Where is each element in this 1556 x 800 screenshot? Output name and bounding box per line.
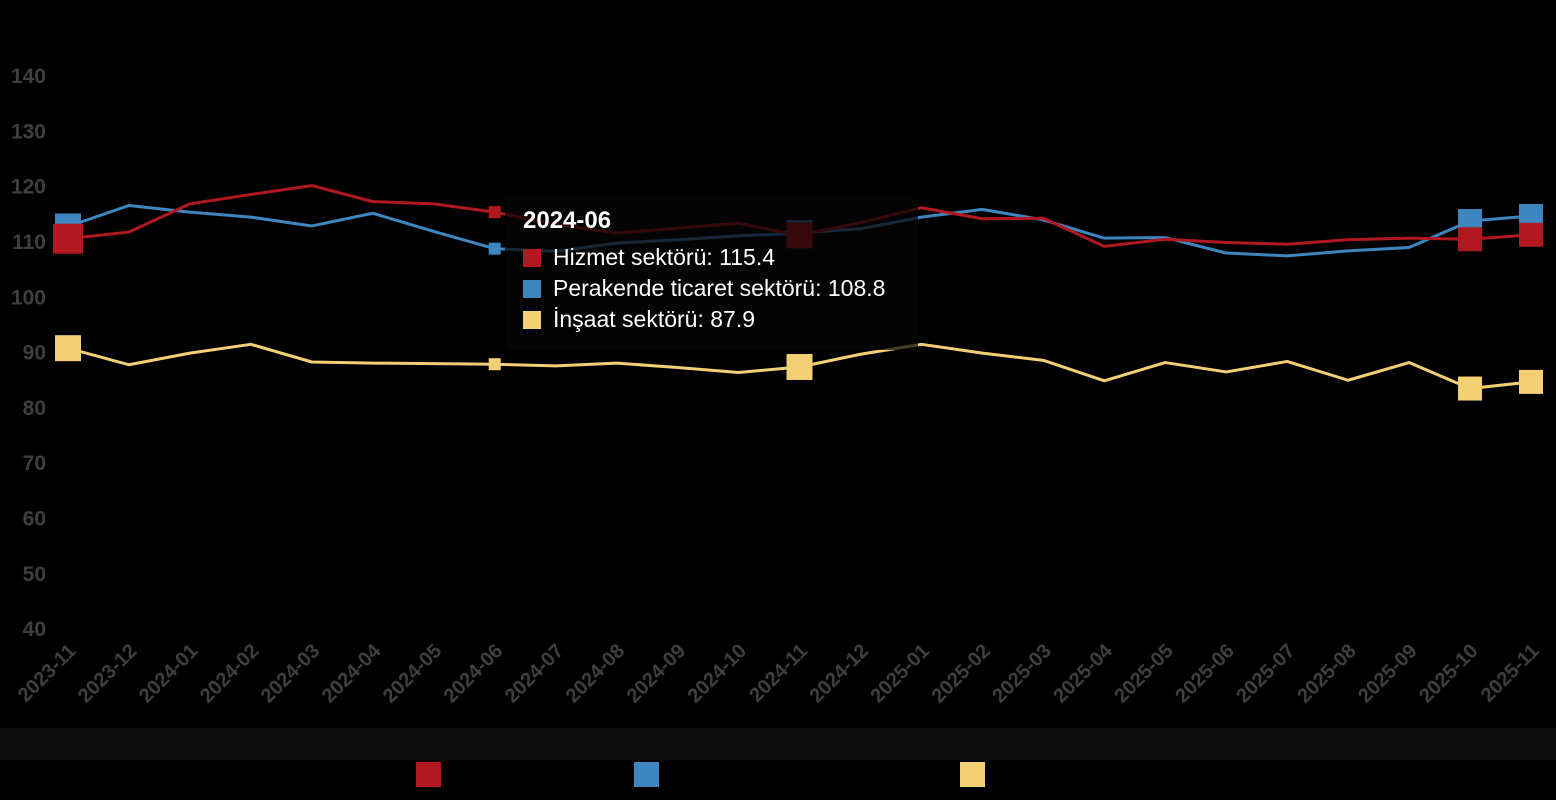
emphasized-marker-insaat[interactable] xyxy=(55,335,81,362)
emphasized-marker-hizmet[interactable] xyxy=(1518,222,1543,247)
emphasized-marker-insaat[interactable] xyxy=(1458,376,1483,401)
x-axis-label: 2024-03 xyxy=(257,640,324,707)
x-axis-label: 2025-07 xyxy=(1232,640,1299,707)
y-axis-label: 80 xyxy=(23,397,46,420)
x-axis-label: 2025-01 xyxy=(866,640,933,707)
y-axis-label: 130 xyxy=(11,120,46,143)
y-axis-label: 120 xyxy=(11,176,46,199)
x-axis-label: 2024-05 xyxy=(379,640,446,707)
emphasized-marker-hizmet[interactable] xyxy=(1458,227,1483,252)
x-axis-label: 2023-11 xyxy=(14,640,81,707)
x-axis-label: 2024-10 xyxy=(684,640,751,707)
x-axis-label: 2025-10 xyxy=(1415,640,1482,707)
x-axis-label: 2025-04 xyxy=(1049,639,1117,707)
x-axis-label: 2024-02 xyxy=(196,640,263,707)
emphasized-marker-hizmet[interactable] xyxy=(53,223,83,254)
hover-marker-hizmet[interactable] xyxy=(488,206,501,219)
emphasized-marker-hizmet[interactable] xyxy=(786,222,813,249)
y-axis-label: 140 xyxy=(11,65,46,88)
x-axis-label: 2024-09 xyxy=(623,640,690,707)
x-axis-label: 2025-06 xyxy=(1171,640,1238,707)
y-axis-label: 100 xyxy=(11,286,46,309)
x-axis-label: 2025-03 xyxy=(988,640,1055,707)
legend-swatch-insaat[interactable] xyxy=(960,762,985,787)
datazoom-band xyxy=(0,728,1556,760)
y-axis-label: 90 xyxy=(23,342,46,365)
x-axis-label: 2025-05 xyxy=(1110,640,1177,707)
x-axis-label: 2024-07 xyxy=(501,640,568,707)
x-axis-label: 2024-01 xyxy=(135,640,202,707)
x-axis-label: 2023-12 xyxy=(74,640,141,707)
emphasized-marker-insaat[interactable] xyxy=(1518,369,1543,394)
hover-marker-perakende[interactable] xyxy=(488,242,501,255)
x-axis-label: 2025-08 xyxy=(1293,640,1360,707)
x-axis-label: 2024-08 xyxy=(562,640,629,707)
legend-swatch-hizmet[interactable] xyxy=(416,762,441,787)
hover-marker-insaat[interactable] xyxy=(488,358,501,371)
x-axis-label: 2025-02 xyxy=(927,640,994,707)
emphasized-marker-insaat[interactable] xyxy=(786,353,813,380)
y-axis-label: 70 xyxy=(23,452,46,475)
y-axis-label: 110 xyxy=(12,231,46,254)
y-axis-label: 40 xyxy=(23,618,46,641)
x-axis-label: 2024-12 xyxy=(806,640,873,707)
x-axis-label: 2024-04 xyxy=(318,639,386,707)
legend-swatch-perakende[interactable] xyxy=(634,762,659,787)
x-axis-label: 2024-11 xyxy=(745,640,812,707)
y-axis-label: 60 xyxy=(23,508,46,531)
x-axis-label: 2025-11 xyxy=(1477,640,1544,707)
x-axis-label: 2024-06 xyxy=(440,640,507,707)
x-axis-label: 2025-09 xyxy=(1354,640,1421,707)
y-axis-label: 50 xyxy=(23,563,46,586)
